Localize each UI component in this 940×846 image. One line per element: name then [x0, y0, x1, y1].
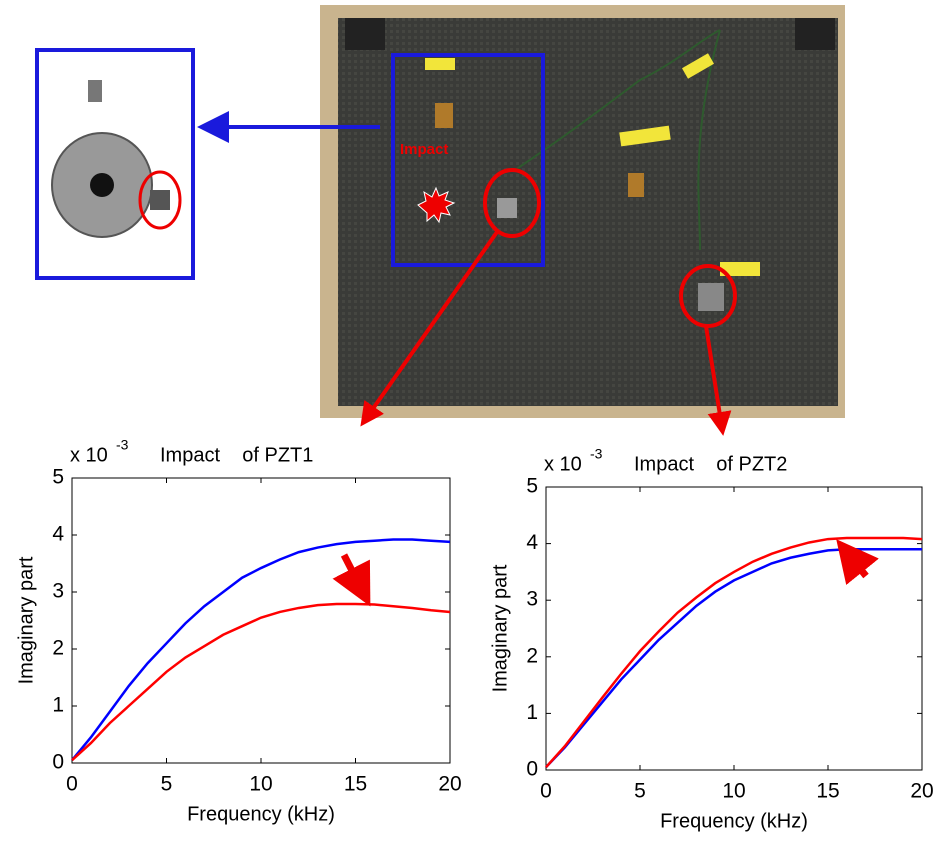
plot-frame	[72, 478, 450, 763]
y-tick-label: 2	[52, 637, 64, 660]
inset-pzt	[150, 190, 170, 210]
inset-core	[90, 173, 114, 197]
exponent: -3	[590, 446, 603, 462]
y-tick-label: 3	[52, 580, 64, 603]
y-tick-label: 4	[526, 531, 538, 554]
inset-sensor	[88, 80, 102, 102]
x-tick-label: 0	[66, 773, 78, 796]
x-tick-label: 10	[249, 773, 272, 796]
x-tick-label: 15	[344, 773, 367, 796]
y-tick-label: 5	[52, 466, 64, 489]
plate	[338, 18, 838, 406]
x-tick-label: 0	[540, 780, 552, 803]
x-tick-label: 5	[634, 780, 646, 803]
x-axis-label: Frequency (kHz)	[660, 810, 808, 832]
plot-frame	[546, 487, 922, 770]
pzt	[698, 283, 724, 311]
pzt	[497, 198, 517, 218]
figure: Impact 01234505101520x 10-3Impact of PZT…	[0, 0, 940, 846]
inset	[37, 50, 193, 278]
y-axis-label: Imaginary part	[15, 556, 37, 684]
x-tick-label: 20	[910, 780, 933, 803]
x-axis-label: Frequency (kHz)	[187, 803, 335, 825]
x-tick-label: 15	[816, 780, 839, 803]
clamp	[345, 18, 385, 50]
y-axis-label: Imaginary part	[489, 564, 511, 692]
exponent: -3	[116, 437, 129, 453]
photo: Impact	[320, 5, 845, 418]
chart-title: Impact of PZT2	[634, 453, 787, 475]
multiplier: x 10	[70, 444, 108, 466]
y-tick-label: 1	[526, 701, 538, 724]
y-tick-label: 0	[52, 751, 64, 774]
impact-label: Impact	[400, 141, 448, 158]
x-tick-label: 5	[161, 773, 173, 796]
y-tick-label: 4	[52, 523, 64, 546]
x-tick-label: 20	[438, 773, 461, 796]
tape	[425, 58, 455, 70]
y-tick-label: 5	[526, 475, 538, 498]
y-tick-label: 2	[526, 644, 538, 667]
y-tick-label: 0	[526, 758, 538, 781]
multiplier: x 10	[544, 453, 582, 475]
page: Impact 01234505101520x 10-3Impact of PZT…	[0, 0, 940, 846]
clamp	[795, 18, 835, 50]
y-tick-label: 1	[52, 694, 64, 717]
x-tick-label: 10	[722, 780, 745, 803]
chart-title: Impact of PZT1	[160, 444, 313, 466]
sensor	[435, 103, 453, 128]
y-tick-label: 3	[526, 588, 538, 611]
sensor	[628, 173, 644, 197]
